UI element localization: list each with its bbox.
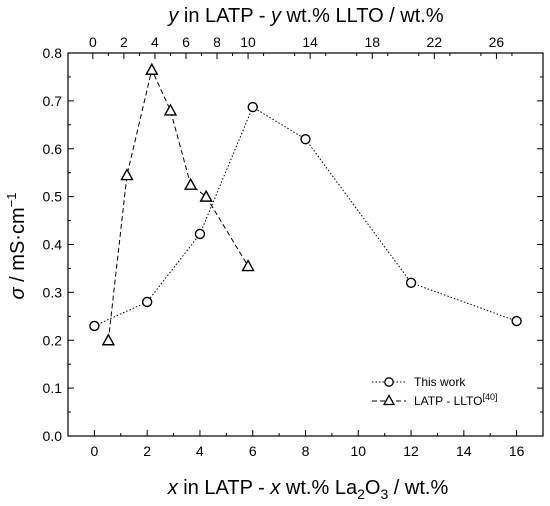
y-tick-label: 0.8 — [43, 45, 63, 61]
x-axis-title: x in LATP - x wt.% La2O3 / wt.% — [167, 477, 449, 502]
data-point-triangle — [199, 189, 213, 202]
x-tick-label: 6 — [249, 443, 257, 459]
top-tick-label: 10 — [240, 34, 256, 50]
data-point-circle — [194, 228, 206, 240]
top-tick-label: 22 — [427, 34, 443, 50]
x-tick-label: 14 — [456, 443, 472, 459]
y-tick-label: 0.0 — [43, 428, 63, 444]
data-point-triangle — [145, 62, 159, 75]
top-tick-label: 2 — [120, 34, 128, 50]
x-tick-label: 12 — [403, 443, 419, 459]
x-axis-ticks: 0 2 4 6 8 10 12 14 16 — [90, 430, 525, 459]
legend-entry-latp-llto: LATP - LLTO[40] — [414, 392, 498, 408]
y-tick-label: 0.2 — [43, 332, 63, 348]
data-point-circle — [300, 133, 311, 145]
y-axis-ticks: 0.0 0.1 0.2 0.3 0.4 0.5 0.6 0.7 0.8 — [43, 45, 543, 444]
y-axis-title: σ / mS·cm−1 — [4, 193, 29, 300]
series-layer — [89, 62, 522, 346]
legend: This work LATP - LLTO[40] — [372, 375, 498, 408]
data-point-triangle — [163, 103, 178, 116]
legend-triangle-marker — [382, 394, 396, 406]
top-tick-label: 14 — [302, 34, 318, 50]
x-tick-label: 10 — [350, 443, 366, 459]
data-point-circle — [247, 101, 258, 113]
top-tick-label: 26 — [489, 34, 505, 50]
data-point-circle — [141, 296, 153, 308]
top-tick-label: 8 — [213, 34, 221, 50]
data-point-circle — [405, 277, 417, 288]
y-tick-label: 0.7 — [43, 93, 63, 109]
y-tick-label: 0.6 — [43, 141, 63, 157]
plot-frame — [67, 52, 544, 437]
data-point-triangle — [241, 259, 255, 272]
series-line-1 — [107, 68, 249, 341]
top-tick-label: 18 — [364, 34, 380, 50]
y-tick-label: 0.3 — [43, 284, 63, 300]
x-tick-label: 8 — [302, 443, 310, 459]
data-point-triangle — [183, 177, 198, 190]
x-tick-label: 2 — [143, 443, 151, 459]
x-tick-label: 16 — [509, 443, 525, 459]
x-tick-label: 4 — [196, 443, 204, 459]
data-point-triangle — [120, 168, 134, 181]
y-tick-label: 0.1 — [43, 380, 63, 396]
legend-entry-this-work: This work — [414, 375, 466, 389]
data-point-triangle — [101, 333, 116, 346]
top-tick-label: 0 — [89, 34, 97, 50]
data-point-circle — [89, 320, 100, 332]
y-tick-label: 0.5 — [43, 189, 63, 205]
plot-area — [67, 52, 544, 437]
top-axis-title: y in LATP - y wt.% LLTO / wt.% — [166, 5, 443, 27]
data-point-circle — [511, 315, 522, 327]
top-tick-label: 6 — [182, 34, 190, 50]
top-tick-label: 4 — [151, 34, 159, 50]
y-tick-label: 0.4 — [43, 237, 63, 253]
top-axis-ticks: 0 2 4 6 8 10 14 18 22 26 — [89, 34, 513, 59]
x-tick-label: 0 — [90, 443, 98, 459]
legend-circle-marker — [384, 377, 394, 387]
